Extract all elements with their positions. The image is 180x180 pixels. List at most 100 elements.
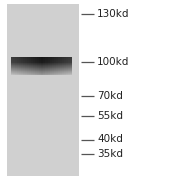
Bar xyxy=(62,74,64,75)
Bar xyxy=(37,68,40,69)
Bar xyxy=(27,71,29,72)
Bar xyxy=(56,70,58,71)
Bar xyxy=(15,59,17,60)
Bar xyxy=(39,59,42,60)
Bar xyxy=(15,65,17,66)
Bar xyxy=(70,60,72,61)
Bar xyxy=(50,63,52,64)
Bar xyxy=(64,69,66,70)
Bar xyxy=(23,74,25,75)
Bar xyxy=(19,60,21,61)
Bar xyxy=(25,73,27,74)
Bar xyxy=(56,74,58,75)
Bar xyxy=(27,73,29,74)
Bar xyxy=(46,65,48,66)
Bar xyxy=(25,58,27,59)
Bar xyxy=(70,64,72,65)
Bar xyxy=(33,74,35,75)
Bar xyxy=(35,67,37,68)
Bar xyxy=(64,71,66,72)
Bar xyxy=(43,71,46,72)
Bar xyxy=(31,69,33,70)
Bar xyxy=(21,61,23,62)
Bar xyxy=(11,73,13,74)
Bar xyxy=(35,73,37,74)
Bar xyxy=(56,60,58,61)
Bar xyxy=(17,73,19,74)
Bar xyxy=(46,70,48,71)
Bar xyxy=(19,74,21,75)
Bar xyxy=(46,68,48,69)
Bar xyxy=(17,71,19,72)
Bar xyxy=(60,66,62,67)
Bar xyxy=(52,58,54,59)
Bar xyxy=(27,59,29,60)
Bar xyxy=(58,74,60,75)
Bar xyxy=(66,72,68,73)
Bar xyxy=(62,64,64,65)
Bar xyxy=(48,59,50,60)
Bar xyxy=(58,68,60,69)
Bar xyxy=(52,68,54,69)
Bar xyxy=(66,65,68,66)
Bar xyxy=(25,74,27,75)
Bar xyxy=(52,61,54,62)
Bar xyxy=(66,59,68,60)
Bar xyxy=(13,65,15,66)
Bar xyxy=(11,60,13,61)
Bar xyxy=(35,71,37,72)
Bar xyxy=(52,57,54,58)
Bar xyxy=(68,67,70,68)
Bar xyxy=(66,74,68,75)
Bar xyxy=(31,74,33,75)
Bar xyxy=(43,58,46,59)
Bar xyxy=(29,61,31,62)
Bar xyxy=(23,71,25,72)
Bar xyxy=(58,69,60,70)
Bar xyxy=(52,74,54,75)
Bar xyxy=(39,64,42,65)
Bar xyxy=(66,70,68,71)
Bar xyxy=(17,68,19,69)
Bar xyxy=(11,59,13,60)
Bar xyxy=(60,63,62,64)
Bar xyxy=(13,67,15,68)
Bar xyxy=(46,64,48,65)
Bar xyxy=(50,64,52,65)
Bar xyxy=(11,74,13,75)
Bar xyxy=(64,73,66,74)
Bar xyxy=(68,65,70,66)
Bar xyxy=(66,63,68,64)
Bar xyxy=(35,60,37,61)
Bar xyxy=(37,65,40,66)
Bar xyxy=(58,61,60,62)
Bar xyxy=(70,68,72,69)
Bar xyxy=(60,73,62,74)
Bar xyxy=(39,62,42,63)
Bar xyxy=(62,68,64,69)
Bar xyxy=(62,74,64,75)
Bar xyxy=(17,65,19,66)
Bar xyxy=(68,68,70,69)
Bar xyxy=(13,74,15,75)
Bar xyxy=(50,69,52,70)
Bar xyxy=(48,61,50,62)
Bar xyxy=(68,63,70,64)
Bar xyxy=(70,65,72,66)
Bar xyxy=(33,59,35,60)
Bar xyxy=(21,66,23,67)
Bar xyxy=(15,69,17,70)
Bar xyxy=(11,71,13,72)
Bar xyxy=(52,60,54,61)
Bar xyxy=(46,70,48,71)
Bar xyxy=(41,72,44,73)
Bar xyxy=(50,65,52,66)
Bar xyxy=(17,63,19,64)
Bar xyxy=(52,63,54,64)
Bar xyxy=(35,64,37,65)
Bar xyxy=(11,64,13,65)
Bar xyxy=(58,66,60,67)
Bar xyxy=(13,61,15,62)
Bar xyxy=(52,67,54,68)
Bar xyxy=(64,64,66,65)
